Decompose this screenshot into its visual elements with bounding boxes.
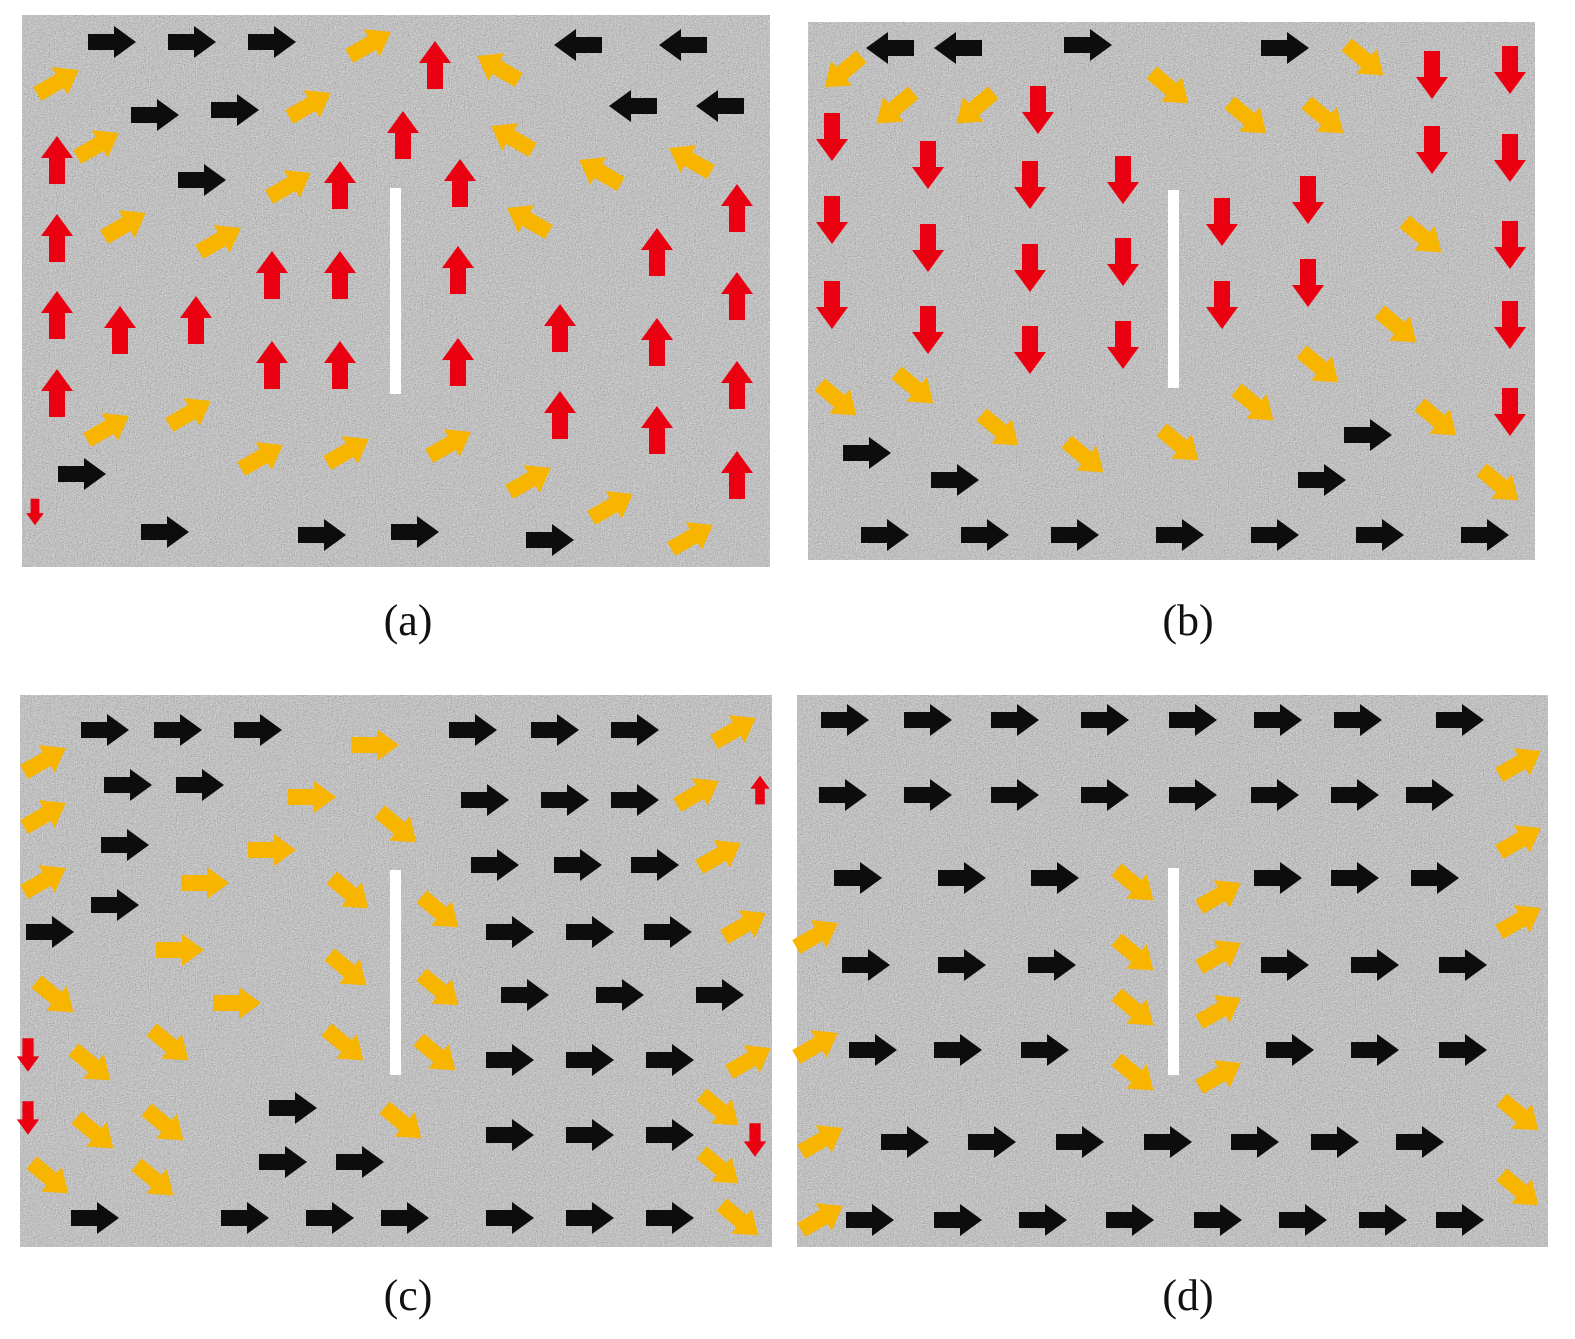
crack	[390, 870, 401, 1075]
panel-label: (b)	[1162, 596, 1213, 645]
panel-label: (c)	[384, 1271, 433, 1320]
crack	[1168, 868, 1179, 1075]
crack	[390, 188, 401, 394]
crack	[1168, 190, 1179, 388]
panel-label: (a)	[384, 596, 433, 645]
panel-label: (d)	[1162, 1271, 1213, 1320]
